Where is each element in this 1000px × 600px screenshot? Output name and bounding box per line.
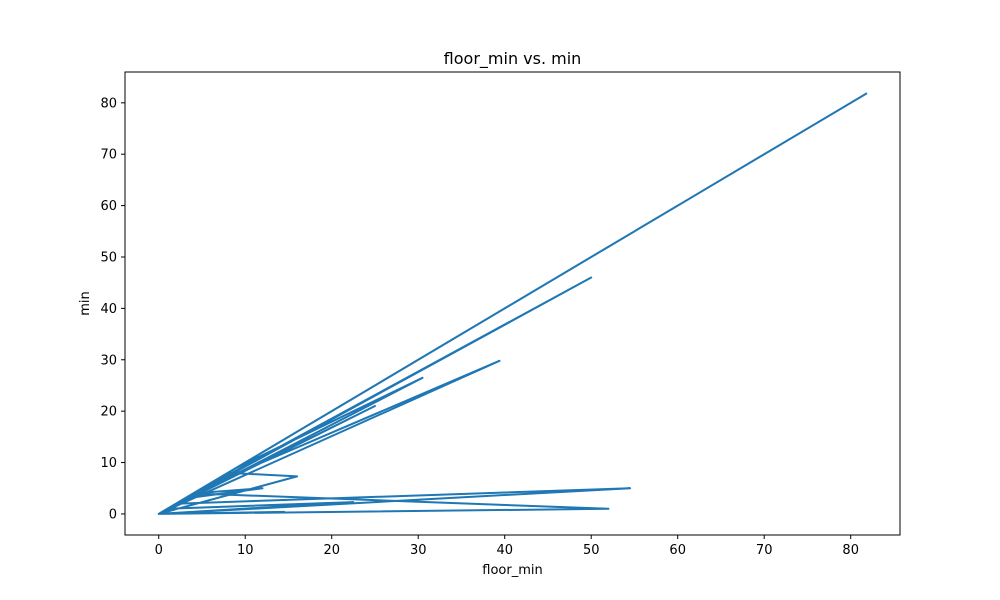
y-tick-label: 10 — [100, 456, 117, 471]
y-tick-label: 50 — [100, 250, 117, 265]
y-tick-label: 70 — [100, 148, 117, 163]
x-tick-label: 0 — [155, 543, 163, 558]
y-tick-label: 0 — [109, 507, 117, 522]
y-tick-label: 60 — [100, 199, 117, 214]
x-tick-label: 50 — [583, 543, 600, 558]
x-tick-label: 40 — [496, 543, 513, 558]
x-tick-label: 60 — [669, 543, 686, 558]
x-axis-label: floor_min — [482, 563, 542, 578]
plot-area-frame — [124, 71, 901, 536]
x-tick-label: 70 — [756, 543, 773, 558]
x-axis-ticks: 0 10 20 30 40 50 60 70 80 — [155, 535, 859, 558]
x-tick-label: 10 — [237, 543, 254, 558]
y-axis-ticks: 0 10 20 30 40 50 60 70 80 — [100, 96, 125, 522]
y-tick-label: 30 — [100, 353, 117, 368]
y-axis-label: min — [78, 291, 93, 316]
chart-title: floor_min vs. min — [444, 49, 582, 69]
x-tick-label: 80 — [842, 543, 859, 558]
series-line — [157, 92, 868, 515]
y-tick-label: 20 — [100, 405, 117, 420]
y-tick-label: 80 — [100, 96, 117, 111]
y-tick-label: 40 — [100, 302, 117, 317]
x-tick-label: 30 — [410, 543, 427, 558]
x-tick-label: 20 — [323, 543, 340, 558]
